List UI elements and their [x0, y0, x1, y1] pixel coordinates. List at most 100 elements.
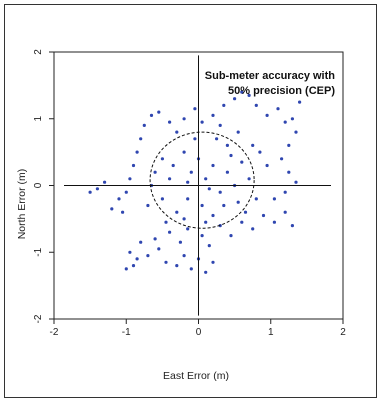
data-point: [265, 113, 269, 117]
x-tick-label: -2: [50, 327, 59, 338]
data-point: [182, 150, 186, 154]
data-point: [193, 107, 197, 111]
data-point: [265, 163, 269, 168]
data-point: [157, 247, 161, 251]
chart-frame: [4, 4, 377, 398]
data-point: [200, 234, 204, 238]
data-point: [157, 110, 161, 114]
data-point: [178, 240, 182, 244]
data-point: [211, 163, 215, 168]
data-point: [290, 224, 294, 228]
data-point: [153, 170, 157, 174]
data-point: [182, 117, 186, 121]
data-point: [204, 177, 208, 181]
data-point: [254, 103, 258, 107]
data-point: [240, 160, 244, 164]
annotation-line-1: Sub-meter accuracy with: [205, 70, 335, 82]
data-point: [287, 143, 291, 147]
ticks-layer: -2 -1 0 1 2 -2 -1 0 1 2: [33, 49, 346, 338]
data-point: [218, 190, 222, 194]
data-point: [243, 210, 248, 214]
data-point: [240, 90, 244, 94]
data-point: [283, 120, 287, 124]
data-point: [124, 190, 128, 194]
y-tick-label: -1: [33, 247, 44, 256]
data-point: [225, 170, 229, 174]
data-point: [88, 190, 92, 194]
overlay-layer: [64, 55, 331, 316]
data-point: [240, 220, 244, 224]
data-point: [171, 163, 175, 168]
data-point: [204, 220, 208, 224]
data-point: [207, 244, 211, 248]
data-point: [272, 220, 276, 224]
x-tick-label: 0: [196, 327, 202, 338]
data-point: [261, 213, 266, 218]
data-point: [236, 200, 240, 204]
data-point: [229, 234, 233, 238]
data-point: [222, 203, 226, 208]
data-point: [128, 177, 132, 181]
y-axis-title: North Error (m): [16, 169, 28, 240]
data-point: [139, 137, 143, 141]
data-point: [258, 150, 262, 154]
data-point: [146, 254, 150, 258]
annotation-line-2: 50% precision (CEP): [228, 85, 335, 97]
data-point: [103, 180, 107, 184]
data-point: [276, 107, 280, 111]
data-point: [131, 264, 136, 268]
data-point: [164, 260, 168, 264]
data-point: [175, 264, 179, 268]
data-point: [135, 150, 139, 154]
data-point: [160, 197, 164, 201]
data-point: [247, 93, 251, 97]
data-point: [146, 203, 150, 208]
y-tick-label: 1: [33, 116, 44, 122]
data-point: [168, 177, 172, 181]
x-tick-label: 1: [268, 327, 274, 338]
data-point: [251, 227, 255, 231]
data-point: [164, 220, 168, 224]
data-point: [110, 207, 114, 211]
data-point: [189, 267, 193, 271]
data-point: [200, 120, 204, 124]
data-point: [124, 267, 128, 271]
data-point: [215, 137, 219, 141]
data-point: [186, 197, 190, 201]
data-point: [225, 143, 229, 147]
data-point: [193, 137, 197, 141]
data-point: [294, 180, 298, 184]
x-tick-label: -1: [122, 327, 131, 338]
data-point: [222, 103, 226, 107]
data-point: [175, 210, 179, 214]
data-point: [189, 170, 193, 174]
data-point: [280, 157, 284, 161]
data-point: [251, 143, 255, 147]
y-tick-label: 0: [33, 182, 44, 188]
data-point: [121, 210, 125, 214]
data-point: [236, 130, 240, 134]
x-axis-title: East Error (m): [163, 370, 229, 382]
data-point: [290, 117, 294, 121]
data-point: [186, 180, 190, 184]
data-point: [247, 177, 251, 181]
data-point: [211, 113, 215, 117]
data-point: [117, 197, 121, 201]
y-tick-label: 2: [33, 49, 44, 55]
data-point: [294, 130, 298, 134]
y-tick-label: -2: [33, 314, 44, 323]
points-layer: [88, 90, 302, 274]
data-point: [272, 197, 276, 201]
data-point: [204, 270, 208, 274]
data-point: [168, 120, 172, 124]
x-tick-label: 2: [340, 327, 346, 338]
data-point: [149, 113, 154, 117]
data-point: [186, 227, 190, 231]
data-point: [131, 163, 136, 168]
cep-circle: [149, 131, 255, 229]
data-point: [182, 217, 186, 221]
data-point: [139, 240, 143, 244]
data-point: [182, 254, 186, 258]
data-point: [283, 190, 287, 194]
